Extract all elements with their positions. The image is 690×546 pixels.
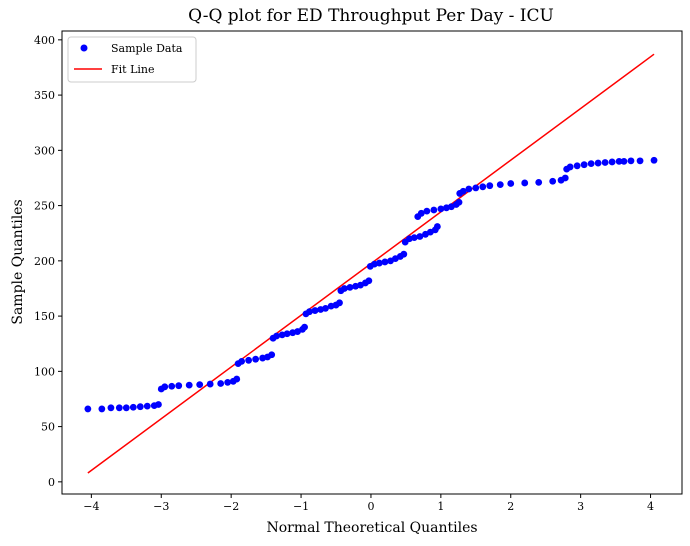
sample-point: [107, 404, 115, 412]
sample-point: [601, 159, 609, 166]
sample-point: [161, 383, 169, 391]
sample-point: [206, 380, 214, 388]
y-tick-label: 100: [34, 365, 55, 378]
sample-point: [410, 234, 418, 242]
sample-point: [465, 185, 473, 193]
sample-point: [238, 357, 246, 365]
sample-point: [365, 277, 373, 285]
sample-point: [417, 209, 425, 217]
sample-point: [608, 158, 616, 166]
y-axis-label: Sample Quantiles: [10, 199, 26, 324]
sample-point: [98, 405, 106, 413]
sample-point: [122, 404, 130, 412]
sample-point: [455, 198, 463, 206]
sample-point: [143, 402, 151, 410]
sample-point: [620, 157, 628, 165]
sample-point: [252, 355, 260, 363]
sample-point: [594, 159, 602, 167]
sample-point: [566, 163, 574, 171]
sample-point: [196, 381, 204, 389]
sample-point: [346, 283, 354, 291]
sample-point: [340, 285, 348, 292]
sample-point: [185, 381, 193, 389]
sample-point: [472, 184, 480, 192]
sample-point: [217, 380, 225, 387]
sample-point: [301, 323, 308, 331]
legend: Sample Data Fit Line: [67, 36, 197, 83]
sample-point: [273, 332, 280, 340]
sample-point: [459, 187, 467, 195]
sample-point: [433, 223, 441, 230]
sample-point: [283, 330, 291, 338]
sample-point: [561, 174, 569, 182]
x-axis-label: Normal Theoretical Quantiles: [266, 520, 477, 536]
y-tick-label: 150: [34, 310, 55, 323]
x-tick-label: −2: [223, 500, 239, 513]
sample-point: [615, 157, 623, 165]
sample-point: [573, 162, 581, 170]
sample-point: [322, 304, 329, 312]
sample-point: [233, 375, 241, 383]
sample-point: [423, 207, 431, 215]
x-tick-label: 2: [507, 500, 514, 513]
sample-point: [115, 404, 123, 412]
sample-point: [168, 382, 176, 390]
sample-point: [245, 356, 253, 364]
sample-point: [416, 233, 424, 240]
sample-point: [496, 181, 504, 188]
sample-point: [549, 177, 557, 185]
y-tick-label: 200: [34, 255, 55, 268]
sample-point: [521, 179, 529, 187]
x-tick-label: 0: [367, 500, 374, 513]
y-tick-label: 350: [34, 89, 55, 102]
y-tick-label: 400: [34, 34, 55, 47]
sample-point: [375, 259, 383, 267]
sample-point: [636, 157, 644, 165]
sample-point: [535, 178, 543, 186]
sample-point: [650, 156, 658, 164]
x-tick-label: −4: [83, 500, 99, 513]
x-tick-label: 3: [577, 500, 584, 513]
sample-point: [430, 206, 438, 214]
legend-sample-marker: [80, 44, 88, 52]
sample-point: [175, 382, 183, 390]
sample-point: [507, 180, 515, 187]
x-tick-label: −3: [153, 500, 169, 513]
sample-point: [587, 160, 595, 168]
sample-point: [381, 258, 389, 266]
sample-point: [486, 182, 494, 190]
x-axis-ticks: −4 −3 −2 −1 0 1 2 3 4: [83, 494, 654, 513]
x-tick-label: −1: [293, 500, 309, 513]
sample-point: [84, 405, 92, 413]
sample-point: [479, 183, 487, 191]
sample-point: [155, 401, 162, 408]
sample-point: [224, 378, 232, 386]
sample-point: [336, 299, 343, 307]
sample-points-layer: [84, 156, 658, 413]
y-tick-label: 50: [41, 421, 55, 434]
sample-point: [311, 307, 319, 314]
sample-point: [268, 351, 276, 359]
sample-point: [136, 403, 144, 411]
sample-point: [306, 308, 313, 316]
sample-point: [129, 403, 137, 411]
sample-point: [627, 157, 635, 165]
legend-fit-label: Fit Line: [111, 63, 154, 76]
legend-box: [67, 36, 197, 83]
x-tick-label: 4: [647, 500, 654, 513]
chart-title: Q-Q plot for ED Throughput Per Day - ICU: [188, 6, 554, 26]
sample-point: [437, 205, 445, 213]
sample-point: [400, 250, 408, 258]
x-tick-label: 1: [437, 500, 444, 513]
y-tick-label: 250: [34, 200, 55, 213]
y-axis-ticks: 0 50 100 150 200 250 300 350 400: [34, 34, 62, 489]
y-tick-label: 300: [34, 144, 55, 157]
y-tick-label: 0: [48, 476, 55, 489]
sample-point: [580, 161, 588, 169]
legend-sample-label: Sample Data: [111, 42, 183, 55]
